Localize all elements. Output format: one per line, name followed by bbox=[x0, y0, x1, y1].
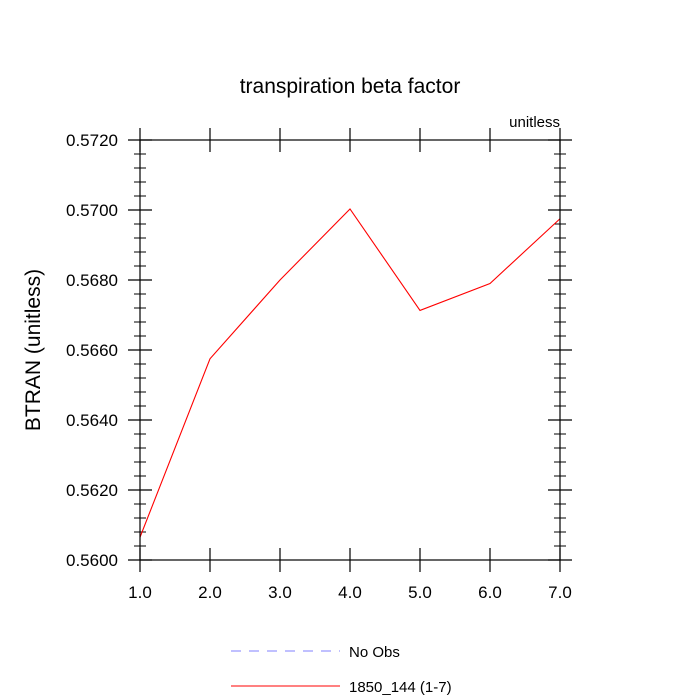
series-line-0 bbox=[139, 208, 561, 538]
x-tick-label: 1.0 bbox=[128, 583, 152, 602]
series-layer bbox=[139, 208, 561, 538]
plot-frame bbox=[139, 139, 561, 561]
y-tick-label: 0.5700 bbox=[66, 201, 118, 220]
x-tick-label: 6.0 bbox=[478, 583, 502, 602]
y-tick-label: 0.5720 bbox=[66, 131, 118, 150]
legend-label: No Obs bbox=[349, 644, 400, 661]
units-label: unitless bbox=[509, 114, 560, 131]
legend-label: 1850_144 (1-7) bbox=[349, 679, 452, 696]
ticks-layer: 1.0 2.0 3.0 4.0 5.0 6.0 7.0 0.5600 0.5620 0.5640 0… bbox=[66, 128, 572, 602]
y-tick-label: 0.5680 bbox=[66, 271, 118, 290]
x-tick-label: 3.0 bbox=[268, 583, 292, 602]
y-tick-label: 0.5660 bbox=[66, 341, 118, 360]
legend: No Obs 1850_144 (1-7) bbox=[231, 644, 452, 696]
chart-title: transpiration beta factor bbox=[240, 75, 461, 98]
y-tick-label: 0.5600 bbox=[66, 551, 118, 570]
y-tick-label: 0.5620 bbox=[66, 481, 118, 500]
x-tick-label: 5.0 bbox=[408, 583, 432, 602]
y-axis-label: BTRAN (unitless) bbox=[22, 269, 45, 431]
x-tick-label: 2.0 bbox=[198, 583, 222, 602]
y-tick-label: 0.5640 bbox=[66, 411, 118, 430]
x-tick-label: 7.0 bbox=[548, 583, 572, 602]
x-tick-label: 4.0 bbox=[338, 583, 362, 602]
